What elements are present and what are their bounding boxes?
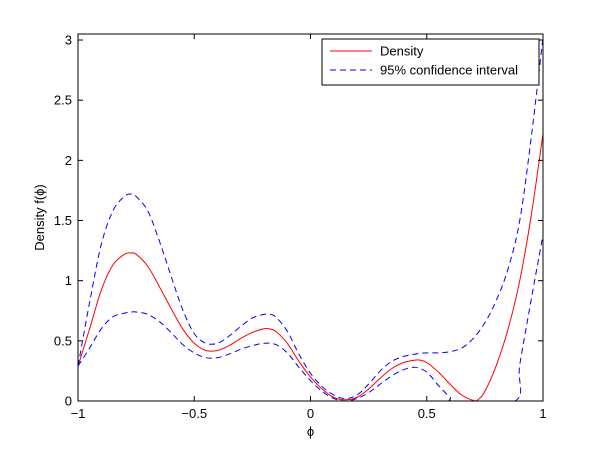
x-tick-label: 0 bbox=[307, 406, 314, 421]
x-tick-label: −1 bbox=[71, 406, 86, 421]
y-tick-label: 3 bbox=[65, 33, 72, 48]
legend-box bbox=[321, 38, 540, 86]
y-axis-title: Density f(ϕ) bbox=[32, 184, 47, 251]
density-line bbox=[78, 133, 543, 401]
y-tick-label: 1.5 bbox=[54, 213, 72, 228]
x-axis-title: ϕ bbox=[307, 424, 314, 439]
ci-line-1 bbox=[78, 37, 543, 400]
legend: Density 95% confidence interval bbox=[321, 38, 540, 86]
y-tick-label: 2 bbox=[65, 153, 72, 168]
y-tick-label: 2.5 bbox=[54, 93, 72, 108]
tick-layer: −1 −0.5 0 0.5 1 0 0.5 1 1.5 2 2.5 3 bbox=[54, 33, 547, 421]
legend-ci-label: 95% confidence interval bbox=[380, 63, 518, 78]
ci-line-2 bbox=[78, 234, 543, 401]
series-layer bbox=[78, 37, 543, 401]
y-tick-label: 0.5 bbox=[54, 333, 72, 348]
x-tick-label: 0.5 bbox=[418, 406, 436, 421]
x-tick-label: 1 bbox=[539, 406, 546, 421]
legend-density-label: Density bbox=[380, 44, 424, 59]
y-tick-label: 0 bbox=[65, 394, 72, 409]
plot-background bbox=[78, 34, 543, 401]
y-tick-label: 1 bbox=[65, 273, 72, 288]
x-tick-label: −0.5 bbox=[181, 406, 207, 421]
